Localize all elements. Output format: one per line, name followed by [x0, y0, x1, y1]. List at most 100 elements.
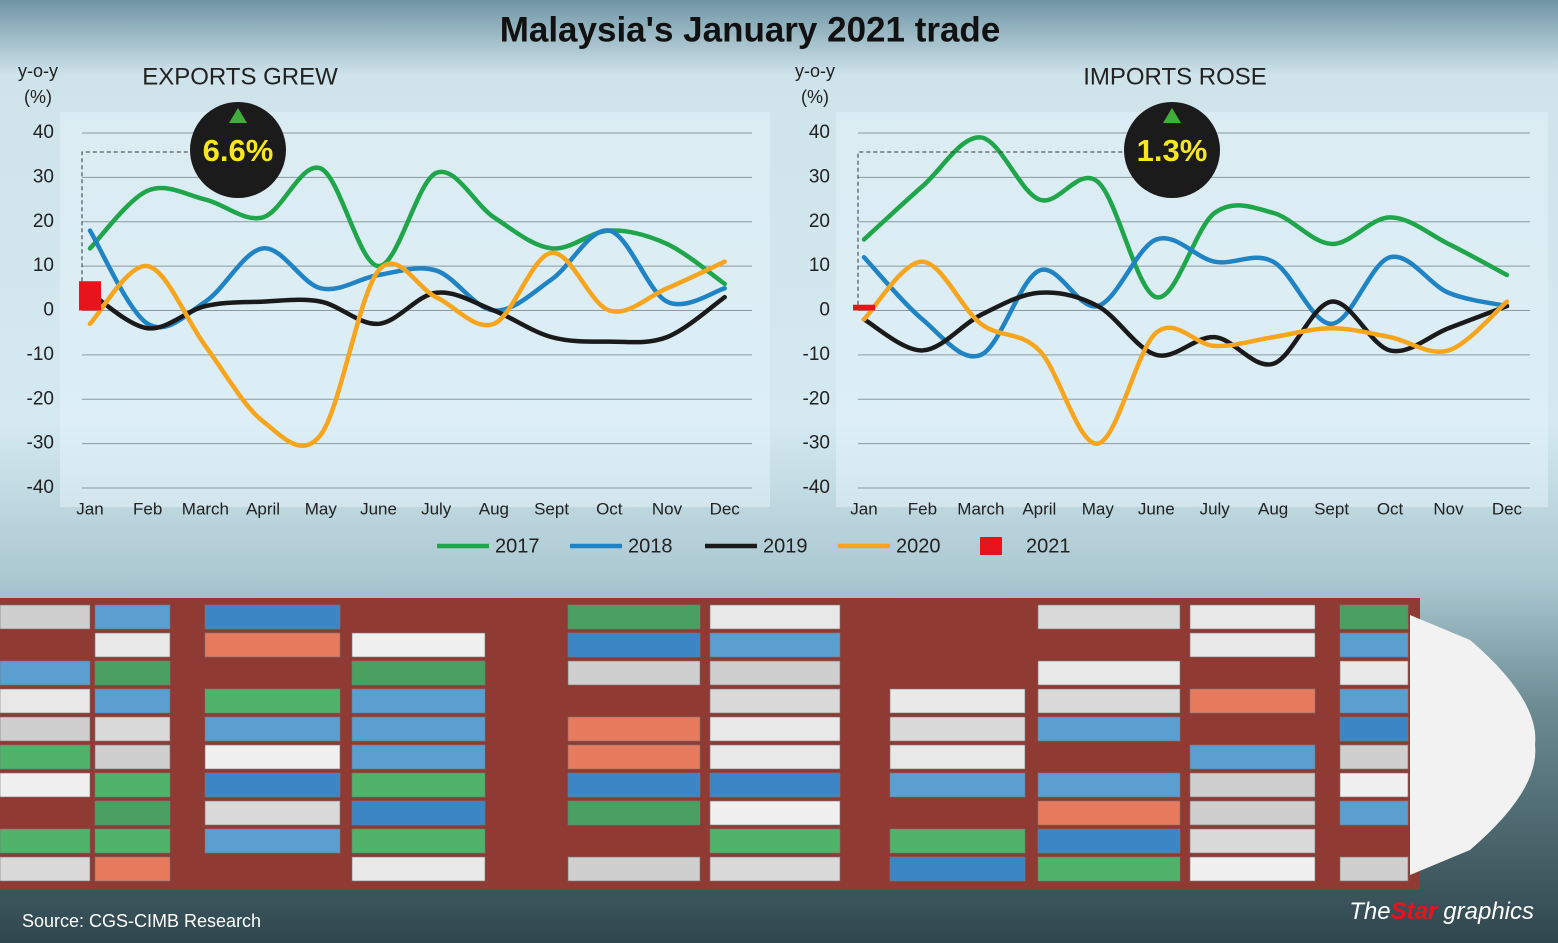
x-tick-label: Nov: [652, 499, 683, 518]
container: [351, 688, 486, 714]
container: [889, 772, 1026, 798]
x-tick-label: Jan: [76, 499, 103, 518]
container: [204, 604, 341, 630]
container: [94, 716, 171, 742]
y-tick-label: 0: [43, 300, 54, 321]
y-tick-label: 30: [33, 166, 54, 187]
annotation-leader: [81, 151, 190, 282]
x-tick-label: Oct: [596, 499, 623, 518]
container: [1037, 716, 1181, 742]
container: [889, 744, 1026, 770]
x-tick-label: Nov: [1433, 499, 1464, 518]
container: [204, 744, 341, 770]
container: [889, 688, 1026, 714]
container: [1339, 716, 1409, 742]
container: [1189, 772, 1316, 798]
container: [1339, 660, 1409, 686]
x-tick-label: Feb: [908, 499, 937, 518]
container: [1189, 688, 1316, 714]
ship: [0, 598, 1536, 890]
bar: [79, 281, 101, 311]
container: [351, 856, 486, 882]
container: [567, 660, 701, 686]
legend-label: 2020: [896, 535, 941, 557]
container: [1189, 744, 1316, 770]
legend-swatch: [980, 537, 1002, 555]
container: [204, 632, 341, 658]
container: [94, 828, 171, 854]
container: [94, 688, 171, 714]
container: [1037, 856, 1181, 882]
series-line: [861, 259, 1510, 446]
legend-label: 2021: [1026, 535, 1071, 557]
container: [1037, 828, 1181, 854]
container: [0, 660, 91, 686]
container: [567, 800, 701, 826]
container: [94, 800, 171, 826]
y-tick-label: -20: [803, 388, 830, 409]
container: [204, 828, 341, 854]
container: [0, 828, 91, 854]
container: [1037, 660, 1181, 686]
annotation: 1.3%: [1137, 133, 1208, 168]
container: [709, 716, 841, 742]
x-tick-label: July: [1200, 499, 1231, 518]
container: [709, 660, 841, 686]
container: [1037, 800, 1181, 826]
credit-brand: The: [1349, 898, 1390, 925]
y-tick-label: 40: [33, 122, 54, 143]
y-tick-label: -10: [27, 344, 54, 365]
bar: [853, 304, 875, 311]
up-triangle: [1163, 108, 1181, 123]
y-tick-label: -10: [803, 344, 830, 365]
y-axis-label: (%): [24, 87, 52, 107]
container: [1037, 772, 1181, 798]
container: [1037, 604, 1181, 630]
x-tick-label: Jan: [850, 499, 877, 518]
y-tick-label: 10: [33, 255, 54, 276]
x-tick-label: Feb: [133, 499, 162, 518]
container: [709, 688, 841, 714]
container: [1339, 772, 1409, 798]
container: [94, 604, 171, 630]
container: [204, 772, 341, 798]
y-axis-label: (%): [801, 87, 829, 107]
container: [1189, 604, 1316, 630]
container: [889, 856, 1026, 882]
container: [709, 800, 841, 826]
container: [567, 604, 701, 630]
container: [204, 800, 341, 826]
credit: TheStar graphics: [1349, 898, 1534, 925]
y-tick-label: 0: [819, 300, 830, 321]
container: [204, 688, 341, 714]
container: [567, 856, 701, 882]
x-tick-label: Dec: [1492, 499, 1523, 518]
x-tick-label: Oct: [1377, 499, 1404, 518]
container: [351, 800, 486, 826]
up-triangle: [229, 108, 247, 123]
container: [0, 604, 91, 630]
container: [567, 632, 701, 658]
container: [1189, 800, 1316, 826]
container: [889, 716, 1026, 742]
x-tick-label: Sept: [1314, 499, 1349, 518]
container: [1339, 744, 1409, 770]
container: [1189, 856, 1316, 882]
credit-brand-accent: Star: [1391, 898, 1439, 925]
chart-title: EXPORTS GREW: [142, 63, 338, 90]
container: [0, 716, 91, 742]
y-axis-label: y-o-y: [795, 61, 835, 81]
y-tick-label: 20: [809, 211, 830, 232]
annotation-badge: [1124, 102, 1220, 198]
container: [709, 772, 841, 798]
container: [1037, 688, 1181, 714]
container: [1339, 604, 1409, 630]
x-tick-label: June: [360, 499, 397, 518]
y-axis-label: y-o-y: [18, 61, 58, 81]
x-tick-label: March: [182, 499, 229, 518]
legend-label: 2018: [628, 535, 673, 557]
container: [567, 772, 701, 798]
y-tick-label: -40: [27, 477, 54, 498]
annotation: 6.6%: [203, 133, 274, 168]
